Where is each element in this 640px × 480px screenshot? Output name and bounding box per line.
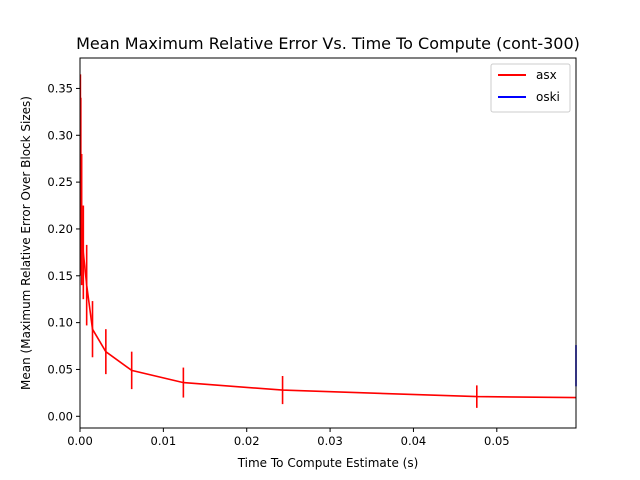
y-axis-label: Mean (Maximum Relative Error Over Block …: [19, 96, 33, 390]
y-tick-label: 0.00: [47, 409, 73, 423]
x-tick-label: 0.00: [67, 434, 93, 448]
chart-title: Mean Maximum Relative Error Vs. Time To …: [76, 34, 580, 53]
axis-ticks: 0.00 0.01 0.02 0.03 0.04 0.05 0.00 0.05 0.10 0.15…: [47, 81, 509, 448]
legend-label-oski: oski: [536, 90, 560, 104]
series-line-asx: [79, 149, 577, 399]
legend: asx oski: [490, 63, 571, 113]
legend-label-asx: asx: [536, 68, 557, 82]
plot-area: [79, 74, 577, 408]
x-tick-label: 0.01: [151, 434, 177, 448]
y-tick-label: 0.10: [47, 316, 73, 330]
y-tick-label: 0.05: [47, 362, 73, 376]
x-tick-label: 0.04: [401, 434, 427, 448]
plot-frame: [79, 57, 577, 429]
x-tick-label: 0.05: [484, 434, 510, 448]
x-tick-label: 0.02: [234, 434, 260, 448]
legend-box: [490, 63, 571, 113]
y-tick-label: 0.15: [47, 269, 73, 283]
y-tick-label: 0.30: [47, 128, 73, 142]
x-axis-label: Time To Compute Estimate (s): [237, 456, 419, 470]
y-tick-label: 0.20: [47, 222, 73, 236]
y-tick-label: 0.25: [47, 175, 73, 189]
x-tick-label: 0.03: [317, 434, 343, 448]
y-tick-label: 0.35: [47, 81, 73, 95]
